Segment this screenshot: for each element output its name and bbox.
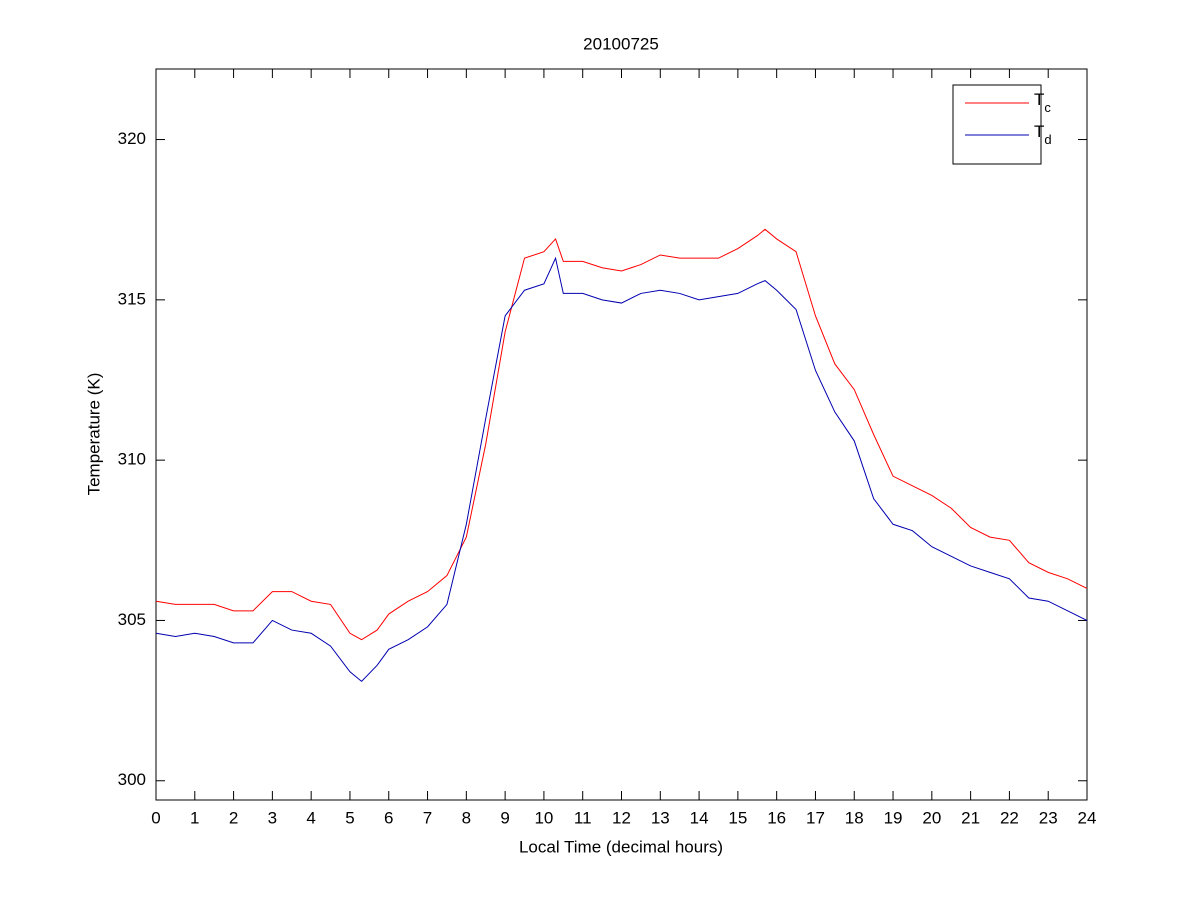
x-tick-label: 22 xyxy=(1000,808,1019,827)
x-tick-label: 23 xyxy=(1039,808,1058,827)
x-tick-label: 15 xyxy=(728,808,747,827)
x-tick-label: 3 xyxy=(268,808,277,827)
x-tick-label: 8 xyxy=(462,808,471,827)
x-tick-label: 2 xyxy=(229,808,238,827)
series-line xyxy=(155,256,1088,683)
x-tick-label: 6 xyxy=(384,808,393,827)
legend-label: Td xyxy=(1034,122,1052,147)
x-tick-label: 10 xyxy=(534,808,553,827)
y-tick-label: 315 xyxy=(118,289,146,308)
x-tick-label: 7 xyxy=(423,808,432,827)
x-tick-label: 19 xyxy=(884,808,903,827)
x-tick-label: 5 xyxy=(345,808,354,827)
x-tick-label: 12 xyxy=(612,808,631,827)
series-line xyxy=(155,228,1088,641)
x-tick-label: 14 xyxy=(690,808,709,827)
legend-box xyxy=(952,84,1042,165)
plot-box xyxy=(155,68,1088,801)
x-axis-label: Local Time (decimal hours) xyxy=(519,837,723,856)
x-tick-label: 16 xyxy=(767,808,786,827)
x-tick-label: 13 xyxy=(651,808,670,827)
y-tick-label: 310 xyxy=(118,450,146,469)
y-tick-label: 300 xyxy=(118,770,146,789)
chart-title: 20100725 xyxy=(583,34,659,53)
x-tick-label: 0 xyxy=(151,808,160,827)
x-tick-label: 18 xyxy=(845,808,864,827)
y-axis-label: Temperature (K) xyxy=(84,373,103,496)
x-tick-label: 20 xyxy=(922,808,941,827)
x-tick-label: 4 xyxy=(306,808,315,827)
x-tick-label: 24 xyxy=(1078,808,1097,827)
x-tick-label: 9 xyxy=(500,808,509,827)
x-tick-label: 1 xyxy=(190,808,199,827)
x-tick-label: 11 xyxy=(574,808,592,827)
x-tick-label: 17 xyxy=(806,808,825,827)
y-tick-label: 320 xyxy=(118,129,146,148)
legend-label: Tc xyxy=(1034,90,1051,115)
x-tick-label: 21 xyxy=(961,808,980,827)
y-tick-label: 305 xyxy=(118,610,146,629)
